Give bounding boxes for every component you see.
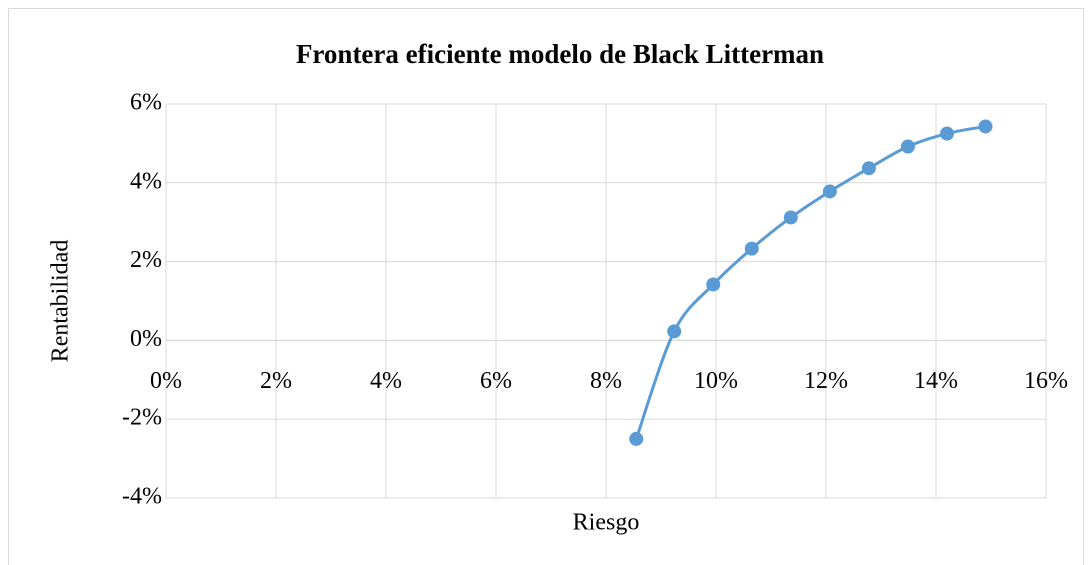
- data-point: [783, 210, 798, 225]
- data-point: [940, 126, 954, 141]
- data-point: [744, 241, 759, 256]
- x-tick-label: 6%: [480, 368, 512, 394]
- data-point: [667, 324, 682, 339]
- series-line: [634, 124, 986, 440]
- chart-border: [8, 8, 1084, 565]
- x-tick-label: 2%: [260, 368, 292, 394]
- x-tick-label: 16%: [1024, 368, 1068, 394]
- data-point: [978, 119, 993, 134]
- x-tick-label: 8%: [590, 368, 622, 394]
- y-tick-label: -2%: [122, 405, 162, 431]
- y-tick-label: -4%: [122, 484, 162, 510]
- y-tick-label: 6%: [130, 90, 162, 116]
- x-tick-label: 4%: [370, 368, 402, 394]
- x-tick-label: 10%: [694, 368, 738, 394]
- chart-title: Frontera eficiente modelo de Black Litte…: [296, 39, 824, 69]
- x-tick-label: 12%: [804, 368, 848, 394]
- y-axis-title: Rentabilidad: [48, 240, 74, 363]
- data-point: [629, 431, 644, 446]
- data-point: [861, 161, 876, 176]
- x-tick-label: 0%: [150, 368, 182, 394]
- y-tick-label: 4%: [130, 168, 162, 194]
- data-point: [822, 184, 837, 199]
- y-tick-label: 0%: [130, 326, 162, 352]
- x-tick-label: 14%: [914, 368, 958, 394]
- data-point: [900, 139, 915, 154]
- x-axis-title: Riesgo: [573, 510, 640, 536]
- data-point: [706, 277, 721, 292]
- y-tick-label: 2%: [130, 247, 162, 273]
